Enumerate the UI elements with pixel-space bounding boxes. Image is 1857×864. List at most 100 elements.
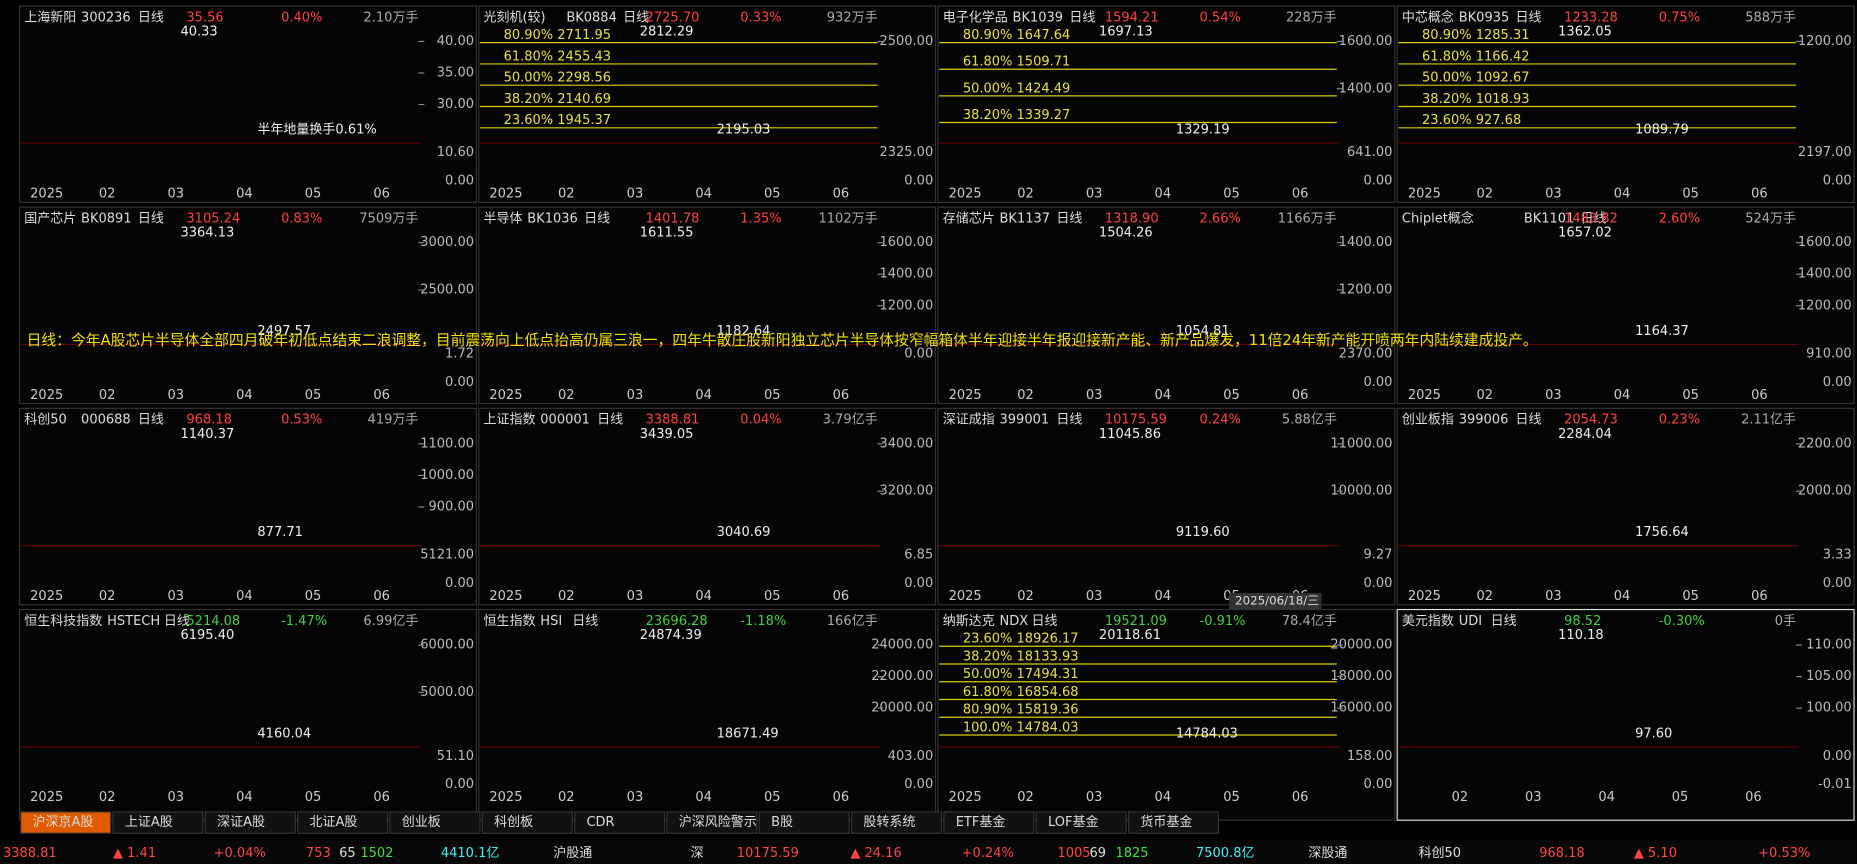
panel-name: 上海新阳: [24, 9, 76, 25]
annotation: 3040.69: [717, 525, 771, 540]
vol-tick-label: 6.85: [904, 548, 933, 563]
vol-tick-label: 0.00: [904, 346, 933, 361]
vol-tick-label: 3.33: [1823, 548, 1852, 563]
x-label: 05: [1672, 790, 1689, 805]
status-item: 1005: [1058, 846, 1091, 861]
fib-label: 50.00% 2298.56: [504, 71, 611, 86]
tab-label[interactable]: 科创板: [494, 815, 533, 830]
panel-frame: [937, 206, 1396, 405]
y-tick-label: 6000.00: [420, 638, 474, 653]
tab-label[interactable]: 沪深京A股: [33, 814, 94, 830]
panel-code: UDI: [1459, 614, 1482, 629]
panel-period: 日线: [164, 614, 190, 629]
annotation: 2195.03: [717, 123, 771, 138]
tab[interactable]: [389, 811, 481, 834]
vol-tick-label: 2325.00: [879, 145, 933, 160]
y-tick-label: 22000.00: [871, 669, 933, 684]
panel-period: 日线: [138, 10, 164, 25]
y-tick-label: 40.00: [437, 34, 474, 49]
tab-label[interactable]: 上证A股: [125, 815, 173, 830]
panel-code: BK0884: [566, 10, 617, 25]
panel-frame: [937, 407, 1396, 606]
panel-name: 上证指数: [483, 413, 535, 428]
x-label: 03: [167, 790, 184, 805]
x-label: 05: [764, 388, 781, 403]
panel-volume: 5.88亿手: [1282, 413, 1337, 428]
tab-label[interactable]: LOF基金: [1048, 814, 1099, 830]
annotation: 1362.05: [1558, 24, 1612, 39]
x-label: 04: [236, 187, 253, 202]
y-tick-label: 1400.00: [879, 267, 933, 282]
x-label: 02: [1452, 790, 1469, 805]
x-label: 04: [1598, 790, 1615, 805]
panel-price: 98.52: [1564, 614, 1601, 629]
x-label: 05: [764, 187, 781, 202]
x-label: 02: [558, 790, 575, 805]
tab[interactable]: [666, 811, 758, 834]
y-tick-label: 2500.00: [420, 282, 474, 297]
status-bar: [0, 840, 1857, 864]
annotation: 1756.64: [1635, 525, 1689, 540]
x-label: 02: [1476, 388, 1493, 403]
tab[interactable]: [297, 811, 389, 834]
y-tick-label: 1000.00: [420, 468, 474, 483]
vol-tick-label: 2370.00: [1339, 346, 1393, 361]
x-label: 04: [695, 589, 712, 604]
panel-price: 19521.09: [1105, 614, 1167, 629]
y-tick-label: 105.00: [1806, 669, 1852, 684]
tab[interactable]: [1127, 811, 1220, 834]
tab[interactable]: [204, 811, 296, 834]
panel-name: 恒生科技指数: [24, 614, 102, 629]
panel-frame: [478, 608, 937, 821]
y-tick-label: 1200.00: [879, 298, 933, 313]
tab[interactable]: [481, 811, 573, 834]
tab-label[interactable]: CDR: [586, 815, 614, 830]
fib-label: 50.00% 1092.67: [1422, 71, 1529, 86]
y-tick-label: 2000.00: [1798, 484, 1852, 499]
panel-period: 日线: [623, 10, 649, 25]
panel-change: 0.40%: [281, 10, 322, 25]
tab-label[interactable]: B股: [771, 815, 793, 830]
x-label: 02: [1017, 187, 1034, 202]
panel-price: 968.18: [186, 413, 232, 428]
x-label: 04: [236, 388, 253, 403]
x-label: 02: [1017, 589, 1034, 604]
status-item: ▲ 5.10: [1634, 846, 1677, 861]
tab[interactable]: [574, 811, 666, 834]
y-tick-label: 35.00: [437, 65, 474, 80]
tab-label[interactable]: 货币基金: [1140, 814, 1192, 830]
tab[interactable]: [943, 811, 1035, 834]
panel-period: 日线: [1516, 413, 1542, 428]
tab-label[interactable]: 北证A股: [309, 815, 357, 830]
tab[interactable]: [112, 811, 204, 834]
y-tick-label: 1200.00: [1798, 34, 1852, 49]
panel-period: 日线: [1581, 211, 1607, 226]
panel-frame: [1396, 608, 1855, 821]
tab-label[interactable]: 深证A股: [217, 815, 265, 830]
panel-volume: 166亿手: [827, 614, 878, 629]
panel-period: 日线: [572, 614, 598, 629]
x-label: 03: [167, 187, 184, 202]
y-tick-label: 16000.00: [1330, 701, 1392, 716]
x-label: 06: [833, 388, 850, 403]
x-label: 04: [1614, 589, 1631, 604]
panel-name: 电子化学品: [943, 9, 1008, 25]
tab[interactable]: [758, 811, 850, 834]
panel-frame: [1396, 5, 1855, 203]
status-item: +0.53%: [1758, 846, 1810, 861]
tab-label[interactable]: ETF基金: [956, 814, 1006, 830]
panel-period: 日线: [1069, 10, 1095, 25]
annotation: 半年地量换手0.61%: [257, 123, 376, 138]
x-label: 02: [1476, 187, 1493, 202]
tab-label[interactable]: 股转系统: [863, 815, 915, 830]
panel-change: 0.83%: [281, 211, 322, 226]
tab[interactable]: [850, 811, 943, 834]
vol-tick-label: 0.00: [445, 576, 474, 591]
annotation: 97.60: [1635, 726, 1672, 741]
tab[interactable]: [20, 811, 112, 834]
panel-price: 23696.28: [646, 614, 708, 629]
tab-label[interactable]: 沪深风险警示: [679, 814, 757, 830]
tab-label[interactable]: 创业板: [402, 815, 441, 830]
tab[interactable]: [1035, 811, 1127, 834]
x-label: 2025: [489, 388, 522, 403]
